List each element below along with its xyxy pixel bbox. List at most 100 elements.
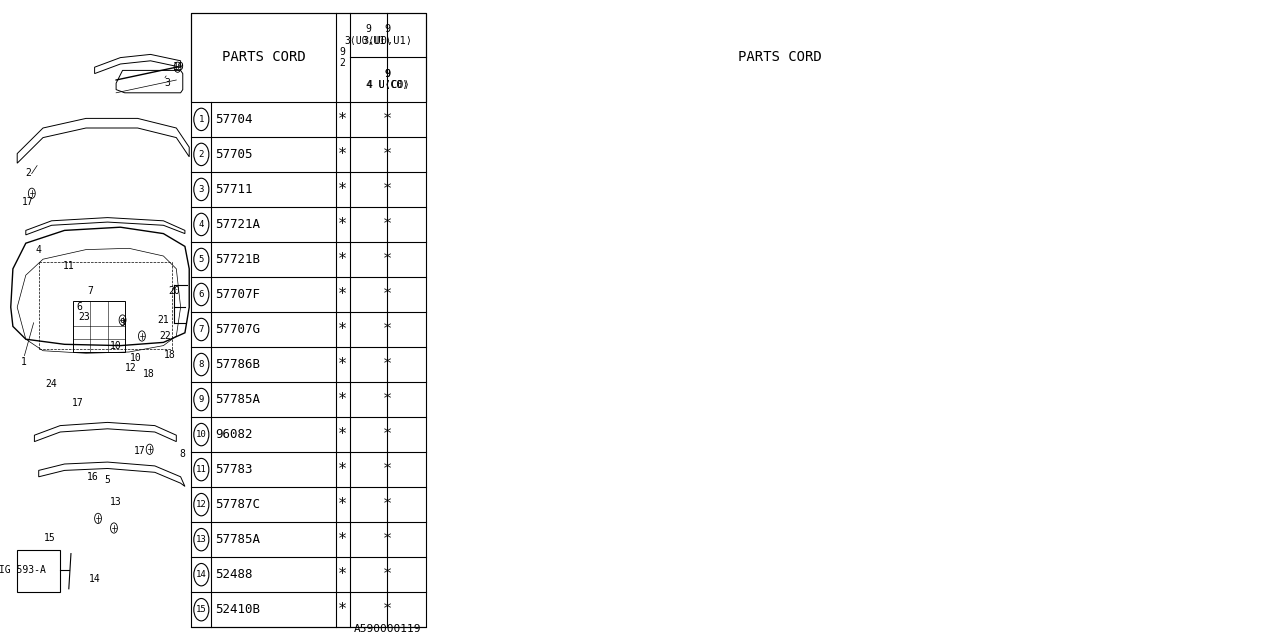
Text: 57707G: 57707G <box>215 323 261 336</box>
Text: 7: 7 <box>87 286 93 296</box>
Text: *: * <box>383 567 392 582</box>
Text: *: * <box>383 182 392 197</box>
Text: 57783: 57783 <box>215 463 253 476</box>
Text: 9: 9 <box>119 318 125 328</box>
Text: 5: 5 <box>105 475 110 485</box>
Text: 18: 18 <box>164 350 175 360</box>
Text: 9
4 U⟨C0⟩: 9 4 U⟨C0⟩ <box>366 69 407 90</box>
Text: 10: 10 <box>129 353 141 364</box>
Text: *: * <box>383 322 392 337</box>
Text: 14: 14 <box>88 574 101 584</box>
Text: *: * <box>383 602 392 617</box>
Text: 7: 7 <box>198 325 204 334</box>
Text: 12: 12 <box>125 363 137 373</box>
Text: 57785A: 57785A <box>215 393 261 406</box>
Text: *: * <box>383 462 392 477</box>
Text: 10: 10 <box>110 340 122 351</box>
Text: PARTS CORD: PARTS CORD <box>221 51 306 65</box>
Text: 18: 18 <box>142 369 154 380</box>
Text: *: * <box>338 357 347 372</box>
Text: 23: 23 <box>78 312 90 322</box>
Text: 9
3⟨U0,U1⟩: 9 3⟨U0,U1⟩ <box>344 24 392 46</box>
Text: FIG 593-A: FIG 593-A <box>0 564 46 575</box>
Text: 15: 15 <box>44 532 55 543</box>
Text: 3: 3 <box>198 185 204 194</box>
Text: 96082: 96082 <box>215 428 253 441</box>
Text: *: * <box>338 147 347 162</box>
Text: 8: 8 <box>198 360 204 369</box>
Text: 57711: 57711 <box>215 183 253 196</box>
Text: 10: 10 <box>196 430 206 439</box>
Text: *: * <box>338 287 347 302</box>
Text: *: * <box>338 322 347 337</box>
Text: 57705: 57705 <box>215 148 253 161</box>
Text: *: * <box>383 112 392 127</box>
Text: 11: 11 <box>63 260 74 271</box>
Text: A590000119: A590000119 <box>355 623 421 634</box>
Text: 22: 22 <box>160 331 172 341</box>
Text: 16: 16 <box>87 472 99 482</box>
Text: 15: 15 <box>196 605 206 614</box>
Text: *: * <box>383 392 392 407</box>
Text: 8: 8 <box>179 449 186 460</box>
Text: *: * <box>383 287 392 302</box>
Text: 4: 4 <box>36 244 42 255</box>
Bar <box>192 13 426 102</box>
Text: PARTS CORD: PARTS CORD <box>739 51 822 65</box>
Text: 57707F: 57707F <box>215 288 261 301</box>
Text: 13: 13 <box>196 535 206 544</box>
Text: *: * <box>338 217 347 232</box>
Text: 17: 17 <box>22 196 33 207</box>
Text: *: * <box>383 252 392 267</box>
Text: 52488: 52488 <box>215 568 253 581</box>
Text: 3: 3 <box>165 78 170 88</box>
Text: 1: 1 <box>20 356 27 367</box>
Text: 1: 1 <box>198 115 204 124</box>
Text: 21: 21 <box>157 315 169 325</box>
Text: 57785A: 57785A <box>215 533 261 546</box>
Text: 20: 20 <box>168 286 180 296</box>
Text: 9: 9 <box>198 395 204 404</box>
Text: 14: 14 <box>196 570 206 579</box>
Text: 2: 2 <box>26 168 31 178</box>
Text: 57704: 57704 <box>215 113 253 126</box>
Text: 24: 24 <box>46 379 58 389</box>
Text: *: * <box>338 567 347 582</box>
Text: *: * <box>338 602 347 617</box>
Text: 19: 19 <box>173 62 184 72</box>
Text: *: * <box>338 182 347 197</box>
Text: 52410B: 52410B <box>215 603 261 616</box>
Text: *: * <box>338 462 347 477</box>
Text: 6: 6 <box>198 290 204 299</box>
Text: *: * <box>383 427 392 442</box>
Bar <box>192 13 426 627</box>
Text: 9
2: 9 2 <box>339 47 346 68</box>
Text: 5: 5 <box>198 255 204 264</box>
Text: 11: 11 <box>196 465 206 474</box>
Text: *: * <box>338 532 347 547</box>
Text: *: * <box>383 217 392 232</box>
Text: *: * <box>338 252 347 267</box>
Text: *: * <box>338 392 347 407</box>
Text: 9
3⟨U0,U1⟩: 9 3⟨U0,U1⟩ <box>362 24 412 46</box>
Text: *: * <box>383 147 392 162</box>
Bar <box>73 301 124 352</box>
Text: *: * <box>383 532 392 547</box>
Text: *: * <box>383 497 392 512</box>
Text: 6: 6 <box>77 302 82 312</box>
Text: 57721A: 57721A <box>215 218 261 231</box>
Text: *: * <box>338 427 347 442</box>
Text: 57786B: 57786B <box>215 358 261 371</box>
Text: 9
4 U⟨C0⟩: 9 4 U⟨C0⟩ <box>366 69 410 90</box>
Text: 4: 4 <box>198 220 204 229</box>
Text: 2: 2 <box>198 150 204 159</box>
Text: 12: 12 <box>196 500 206 509</box>
Text: 57787C: 57787C <box>215 498 261 511</box>
Text: 57721B: 57721B <box>215 253 261 266</box>
Bar <box>17 550 60 592</box>
Text: 17: 17 <box>134 446 146 456</box>
Text: *: * <box>338 112 347 127</box>
Text: *: * <box>338 497 347 512</box>
Text: *: * <box>383 357 392 372</box>
Text: 17: 17 <box>72 398 83 408</box>
